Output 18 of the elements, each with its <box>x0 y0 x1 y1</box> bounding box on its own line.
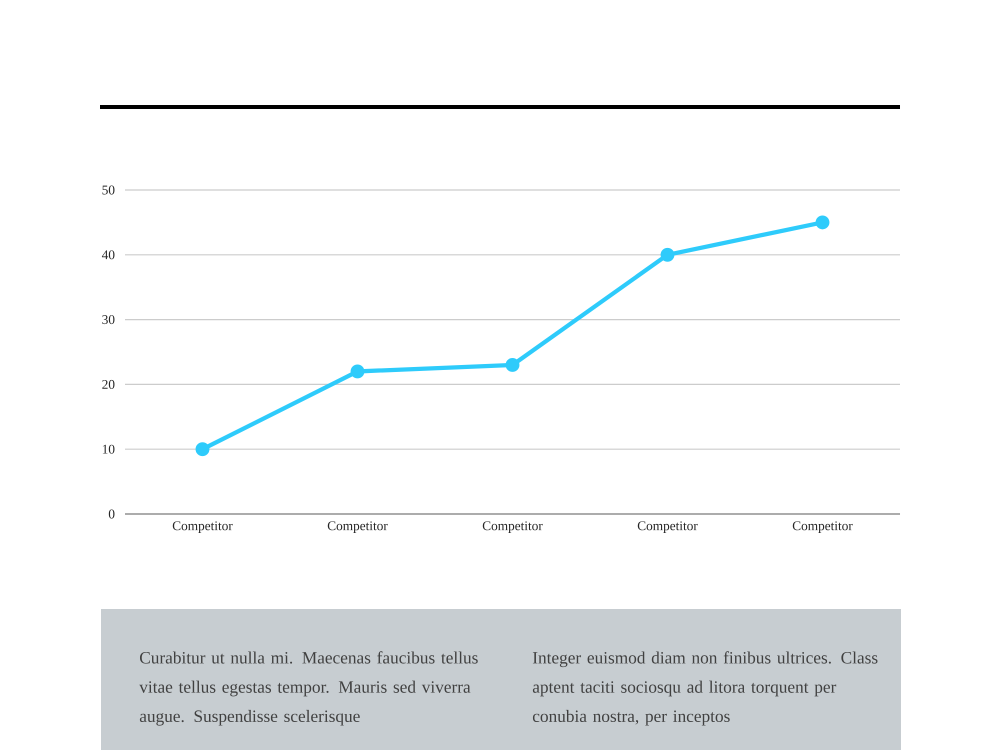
y-tick-label: 30 <box>102 315 114 324</box>
text: Integer euismod diam non finibus ultrices. Class aptent taciti sociosqu ad litora torquent per conubia nostra, per inceptos <box>532 651 878 726</box>
y-tick-label: 10 <box>102 444 114 454</box>
x-tick-label: Competitor <box>792 521 853 533</box>
x-tick-label: Competitor <box>638 521 698 533</box>
x-tick-label: Competitor <box>172 521 233 533</box>
y-tick-label: 0 <box>108 510 114 518</box>
point <box>816 215 830 230</box>
x-tick-label: Competitor <box>482 521 543 533</box>
point <box>196 442 210 456</box>
point <box>350 364 364 378</box>
point <box>506 358 520 372</box>
point <box>660 248 674 262</box>
y-tick-label: 40 <box>102 250 114 260</box>
text: Curabitur ut nulla mi. Maecenas faucibus tellus vitae tellus egestas tempor. Mauris sed viverra augue. Suspendisse scelerisque <box>139 651 478 726</box>
y-tick-label: 50 <box>102 186 114 194</box>
x-tick-label: Competitor <box>328 521 388 533</box>
y-tick-label: 20 <box>102 380 114 389</box>
